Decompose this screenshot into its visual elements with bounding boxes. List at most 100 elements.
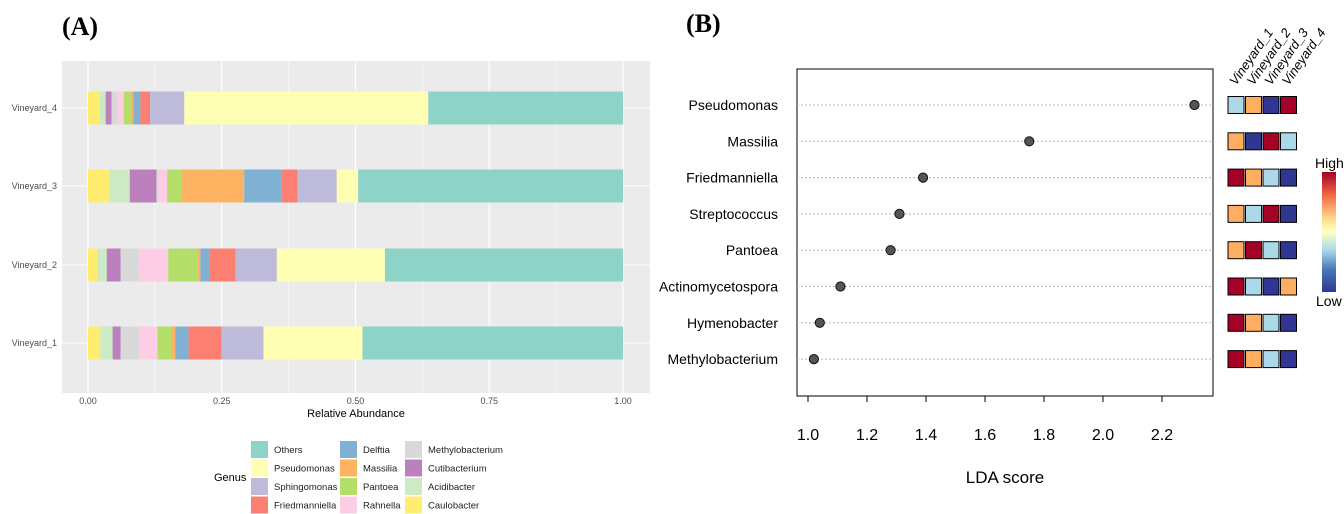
heat-cell-friedmanniella-vineyard-3 <box>1262 168 1280 187</box>
bar-segment-vineyard-1-methylobacterium <box>120 326 140 360</box>
bar-segment-vineyard-2-rahnella <box>138 248 169 282</box>
bar-segment-vineyard-1-caulobacter <box>88 326 101 360</box>
heat-cell-friedmanniella-vineyard-2 <box>1245 168 1262 187</box>
heat-cell-hymenobacter-vineyard-1 <box>1227 313 1245 332</box>
point-actinomycetospora <box>835 281 846 292</box>
legend: Others Pseudomonas Sphingomonas Friedmannie… <box>251 441 503 514</box>
colorbar-high-label: High <box>1315 155 1344 171</box>
legend-item-delftia: Delftia <box>340 441 391 458</box>
heat-cell-actinomycetospora-vineyard-1 <box>1227 277 1245 296</box>
heat-cell-massilia-vineyard-2 <box>1245 132 1262 151</box>
bar-segment-vineyard-2-cutibacterium <box>106 248 121 282</box>
bars <box>88 91 623 360</box>
bar-segment-vineyard-1-pantoea <box>157 326 172 360</box>
legend-swatch <box>340 441 357 458</box>
bar-segment-vineyard-1-friedmanniella <box>188 326 222 360</box>
bar-segment-vineyard-4-friedmanniella <box>140 91 151 125</box>
y-tick-label: Vineyard_4 <box>12 103 57 113</box>
bar-segment-vineyard-3-methylobacterium <box>156 169 159 203</box>
heat-cell-actinomycetospora-vineyard-4 <box>1280 277 1297 296</box>
bar-segment-vineyard-3-pseudomonas <box>336 169 359 203</box>
bar-segment-vineyard-2-massilia <box>197 248 201 282</box>
x-tick-labels: 1.0 1.2 1.4 1.6 1.8 2.0 2.2 <box>797 396 1173 444</box>
x-tick-label: 0.25 <box>213 396 231 406</box>
bar-segment-vineyard-4-sphingomonas <box>150 91 185 125</box>
legend-item-cutibacterium: Cutibacterium <box>405 459 487 477</box>
bar-segment-vineyard-2-methylobacterium <box>120 248 139 282</box>
heat-cell-streptococcus-vineyard-3 <box>1262 204 1280 223</box>
bar-segment-vineyard-1-pseudomonas <box>263 326 363 360</box>
point-friedmanniella <box>917 172 929 183</box>
legend-label: Pseudomonas <box>274 464 335 475</box>
legend-item-friedmanniella: Friedmanniella <box>251 496 337 514</box>
heat-cell-streptococcus-vineyard-2 <box>1245 204 1262 223</box>
y-tick-labels: Vineyard_1 Vineyard_2 Vineyard_3 Vineyard_4 <box>12 103 57 348</box>
heat-cell-pseudomonas-vineyard-3 <box>1262 96 1280 114</box>
heat-cell-pseudomonas-vineyard-2 <box>1245 96 1262 114</box>
heat-cell-massilia-vineyard-4 <box>1280 132 1297 151</box>
point-pantoea <box>885 245 896 256</box>
heat-cell-methylobacterium-vineyard-2 <box>1245 350 1262 369</box>
stacked-bar-chart: Vineyard_1 Vineyard_2 Vineyard_3 Vineyard_4… <box>12 61 650 514</box>
legend-label: Cutibacterium <box>428 464 487 475</box>
y-tick-label: Vineyard_2 <box>12 260 57 270</box>
legend-swatch <box>405 441 422 458</box>
heat-cell-pseudomonas-vineyard-1 <box>1227 96 1245 114</box>
x-tick-label: 0.50 <box>347 396 365 406</box>
point-pseudomonas <box>1189 99 1200 111</box>
legend-item-massilia: Massilia <box>340 459 398 477</box>
legend-swatch <box>251 459 268 477</box>
legend-title: Genus <box>214 472 247 484</box>
legend-item-pseudomonas: Pseudomonas <box>251 459 335 477</box>
legend-label: Delftia <box>363 445 391 456</box>
bar-segment-vineyard-3-massilia <box>181 169 245 203</box>
bar-segment-vineyard-2-delftia <box>200 248 210 282</box>
legend-swatch <box>340 496 357 514</box>
bar-segment-vineyard-3-acidibacter <box>109 169 130 203</box>
heat-cell-methylobacterium-vineyard-3 <box>1262 350 1280 369</box>
panel-b-label: (B) <box>686 9 721 38</box>
legend-label: Friedmanniella <box>274 501 337 512</box>
row-label-methylobacterium: Methylobacterium <box>668 351 779 367</box>
bar-segment-vineyard-4-massilia <box>130 91 134 125</box>
x-axis-title: LDA score <box>966 468 1044 487</box>
x-tick-label: 1.00 <box>614 396 632 406</box>
x-tick-label: 2.0 <box>1092 427 1114 444</box>
row-label-hymenobacter: Hymenobacter <box>687 315 778 331</box>
point-methylobacterium <box>808 354 820 365</box>
legend-swatch <box>340 459 357 477</box>
bar-segment-vineyard-3-friedmanniella <box>281 169 298 203</box>
x-tick-label: 1.6 <box>974 427 996 444</box>
bar-segment-vineyard-3-rahnella <box>158 169 168 203</box>
heat-cell-methylobacterium-vineyard-4 <box>1280 350 1297 369</box>
bar-segment-vineyard-1-delftia <box>175 326 189 360</box>
rows: Pseudomonas Massilia Friedmanniella Strepto… <box>659 97 1213 367</box>
legend-label: Pantoea <box>363 482 399 493</box>
bar-segment-vineyard-1-acidibacter <box>100 326 113 360</box>
heat-cell-streptococcus-vineyard-4 <box>1280 204 1297 223</box>
row-label-pantoea: Pantoea <box>726 242 778 258</box>
bar-segment-vineyard-1-rahnella <box>139 326 158 360</box>
legend-item-others: Others <box>251 441 303 458</box>
heat-cell-friedmanniella-vineyard-4 <box>1280 168 1297 187</box>
row-label-massilia: Massilia <box>727 133 778 149</box>
point-hymenobacter <box>814 317 825 328</box>
heat-cell-pantoea-vineyard-1 <box>1227 241 1245 260</box>
heat-cell-actinomycetospora-vineyard-2 <box>1245 277 1262 296</box>
legend-swatch <box>340 478 357 495</box>
point-massilia <box>1024 136 1035 147</box>
bar-segment-vineyard-1-massilia <box>171 326 176 360</box>
heat-cell-actinomycetospora-vineyard-3 <box>1262 277 1280 296</box>
row-label-streptococcus: Streptococcus <box>689 206 778 222</box>
heat-cell-hymenobacter-vineyard-4 <box>1280 313 1297 332</box>
bar-segment-vineyard-4-delftia <box>133 91 141 125</box>
row-label-pseudomonas: Pseudomonas <box>688 97 778 113</box>
legend-label: Caulobacter <box>428 501 479 512</box>
legend-swatch <box>405 478 422 495</box>
bar-segment-vineyard-2-caulobacter <box>88 248 98 282</box>
heat-cell-pantoea-vineyard-3 <box>1262 241 1280 260</box>
legend-item-caulobacter: Caulobacter <box>405 496 479 514</box>
bar-segment-vineyard-4-pseudomonas <box>184 91 429 125</box>
